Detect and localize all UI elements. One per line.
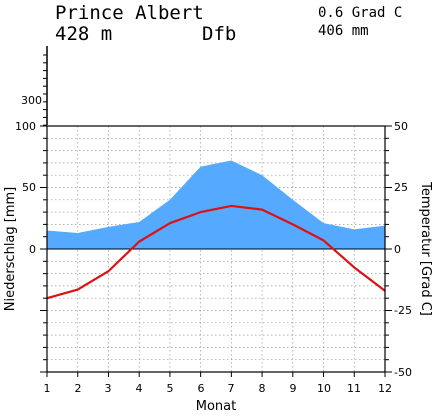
temperature-line: [46, 204, 386, 300]
right-tick-label-25: 25: [394, 181, 408, 194]
ticks: [40, 125, 392, 377]
right-tick-label-minus25: -25: [394, 304, 412, 317]
station-elevation: 428 m: [55, 23, 112, 45]
x-tick-label-1: 1: [44, 382, 51, 395]
temperature-line-layer: [46, 204, 386, 300]
left-tick-label-100: 100: [15, 120, 36, 133]
right-tick-label-50: 50: [394, 120, 408, 133]
x-tick-label-10: 10: [317, 382, 331, 395]
x-tick-label-7: 7: [228, 382, 235, 395]
right-tick-label-minus50: -50: [394, 366, 412, 379]
x-axis-title: Monat: [196, 399, 236, 414]
right-tick-label-0: 0: [394, 243, 401, 256]
x-tick-label-6: 6: [198, 382, 205, 395]
x-tick-label-2: 2: [75, 382, 82, 395]
climate-class: Dfb: [202, 23, 236, 45]
precipitation-area-layer: [47, 160, 385, 250]
station-name: Prince Albert: [55, 2, 204, 24]
x-tick-label-4: 4: [136, 382, 143, 395]
left-tick-label-0: 0: [29, 243, 36, 256]
mean-temperature: 0.6 Grad C: [318, 5, 402, 21]
x-tick-label-9: 9: [290, 382, 297, 395]
upper-tick-label-300: 300: [21, 94, 42, 107]
precipitation-area: [47, 160, 385, 249]
annual-precipitation: 406 mm: [318, 23, 369, 39]
x-tick-label-3: 3: [105, 382, 112, 395]
x-tick-label-12: 12: [378, 382, 392, 395]
left-tick-label-50: 50: [22, 181, 36, 194]
left-axis-title: Niederschlag [mm]: [3, 187, 18, 312]
right-axis-title: Temperatur [Grad C]: [418, 181, 433, 316]
upper-precip-axis: 300: [21, 46, 48, 126]
x-tick-label-5: 5: [167, 382, 174, 395]
x-tick-label-8: 8: [259, 382, 266, 395]
x-tick-label-11: 11: [347, 382, 361, 395]
